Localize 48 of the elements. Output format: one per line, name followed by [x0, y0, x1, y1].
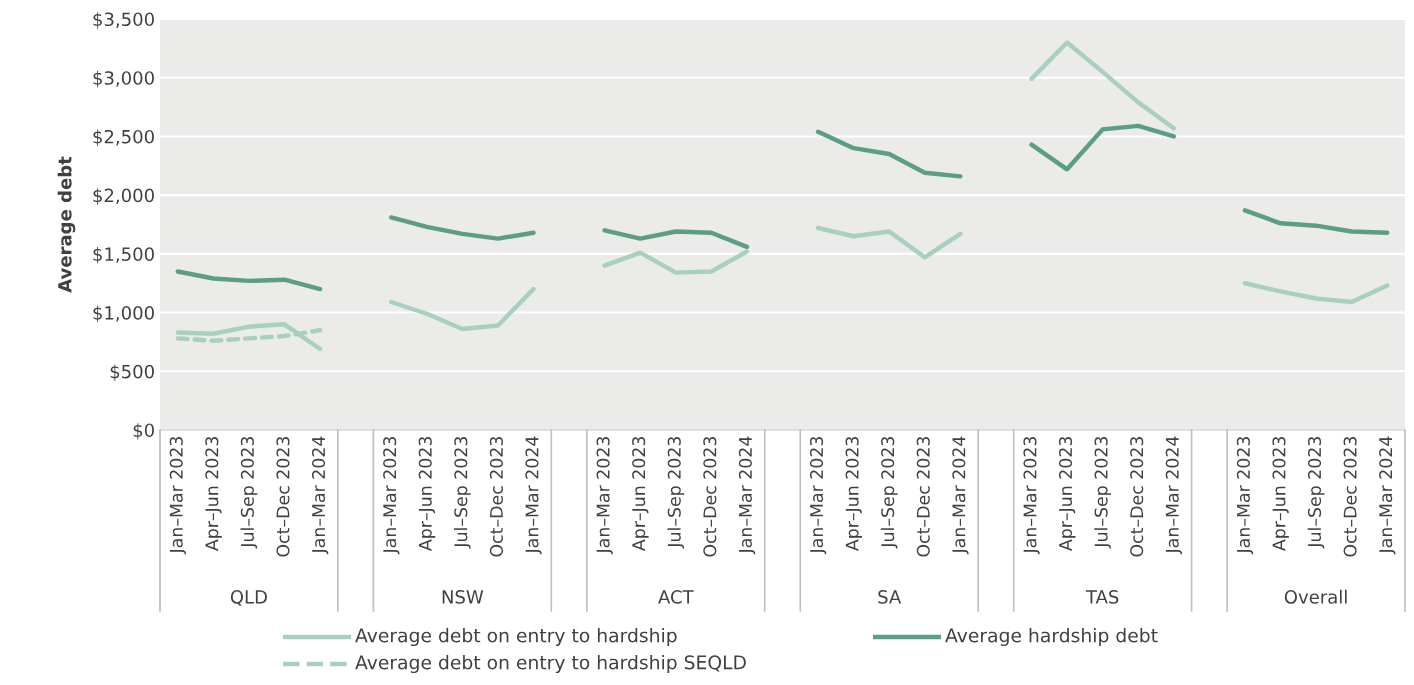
- x-tick-label: Jan–Mar 2024: [738, 436, 756, 555]
- x-tick-label: Jan–Mar 2024: [952, 436, 969, 555]
- legend-label: Average debt on entry to hardship SEQLD: [355, 654, 746, 674]
- x-tick-label: Jan–Mar 2023: [809, 436, 827, 555]
- y-tick-label: $0: [133, 423, 154, 440]
- x-tick-label: Apr–Jun 2023: [1058, 436, 1076, 551]
- y-tick-label: $500: [110, 364, 154, 381]
- text: TAS: [1085, 590, 1119, 604]
- text: SA: [878, 590, 902, 604]
- x-tick-label: Jan–Mar 2024: [1379, 436, 1396, 555]
- x-tick-label: Oct–Dec 2023: [703, 436, 717, 557]
- x-tick-label: Oct–Dec 2023: [1343, 436, 1357, 557]
- y-tick-label: $2,500: [93, 129, 154, 146]
- x-tick-label: Oct–Dec 2023: [489, 436, 503, 557]
- y-tick-label: $2,000: [93, 188, 154, 205]
- x-tick-label: Jan–Mar 2023: [1236, 436, 1254, 555]
- legend-label: Average debt on entry to hardship: [355, 627, 677, 647]
- legend-label: Average hardship debt: [945, 627, 1158, 647]
- x-tick-label: Apr–Jun 2023: [418, 436, 436, 551]
- text: NSW: [442, 590, 484, 604]
- x-tick-label: Jan–Mar 2023: [596, 436, 613, 555]
- x-tick-label: Jan–Mar 2023: [383, 436, 400, 555]
- x-tick-label: Jan–Mar 2024: [1165, 436, 1183, 555]
- x-tick-label: Oct–Dec 2023: [276, 436, 290, 557]
- x-tick-label: Jan–Mar 2023: [1023, 436, 1040, 555]
- x-tick-label: Jul–Sep 2023: [880, 436, 898, 549]
- x-tick-label: Oct–Dec 2023: [916, 436, 930, 557]
- x-tick-label: Jul–Sep 2023: [453, 436, 471, 549]
- y-axis-title: Average debt: [57, 156, 76, 293]
- x-tick-label: Apr–Jun 2023: [845, 436, 863, 551]
- x-tick-label: Apr–Jun 2023: [205, 436, 222, 551]
- x-tick-label: Oct–Dec 2023: [1130, 436, 1144, 557]
- text: ACT: [658, 590, 694, 604]
- y-tick-label: $3,000: [93, 70, 154, 88]
- x-tick-label: Jul–Sep 2023: [667, 436, 685, 549]
- x-tick-label: Jul–Sep 2023: [1094, 436, 1112, 549]
- x-tick-label: Apr–Jun 2023: [632, 436, 649, 551]
- text: Overall: [1284, 589, 1347, 604]
- x-tick-label: Apr–Jun 2023: [1272, 436, 1289, 551]
- x-tick-label: Jan–Mar 2023: [169, 436, 187, 555]
- y-tick-label: $3,500: [93, 12, 154, 29]
- y-tick-label: $1,500: [93, 247, 154, 264]
- x-tick-label: Jan–Mar 2024: [525, 436, 542, 555]
- x-tick-label: Jan–Mar 2024: [311, 436, 329, 555]
- x-tick-label: Jul–Sep 2023: [1307, 436, 1325, 549]
- text: QLD: [230, 590, 267, 606]
- x-tick-label: Jul–Sep 2023: [240, 436, 258, 549]
- y-tick-label: $1,000: [93, 305, 154, 323]
